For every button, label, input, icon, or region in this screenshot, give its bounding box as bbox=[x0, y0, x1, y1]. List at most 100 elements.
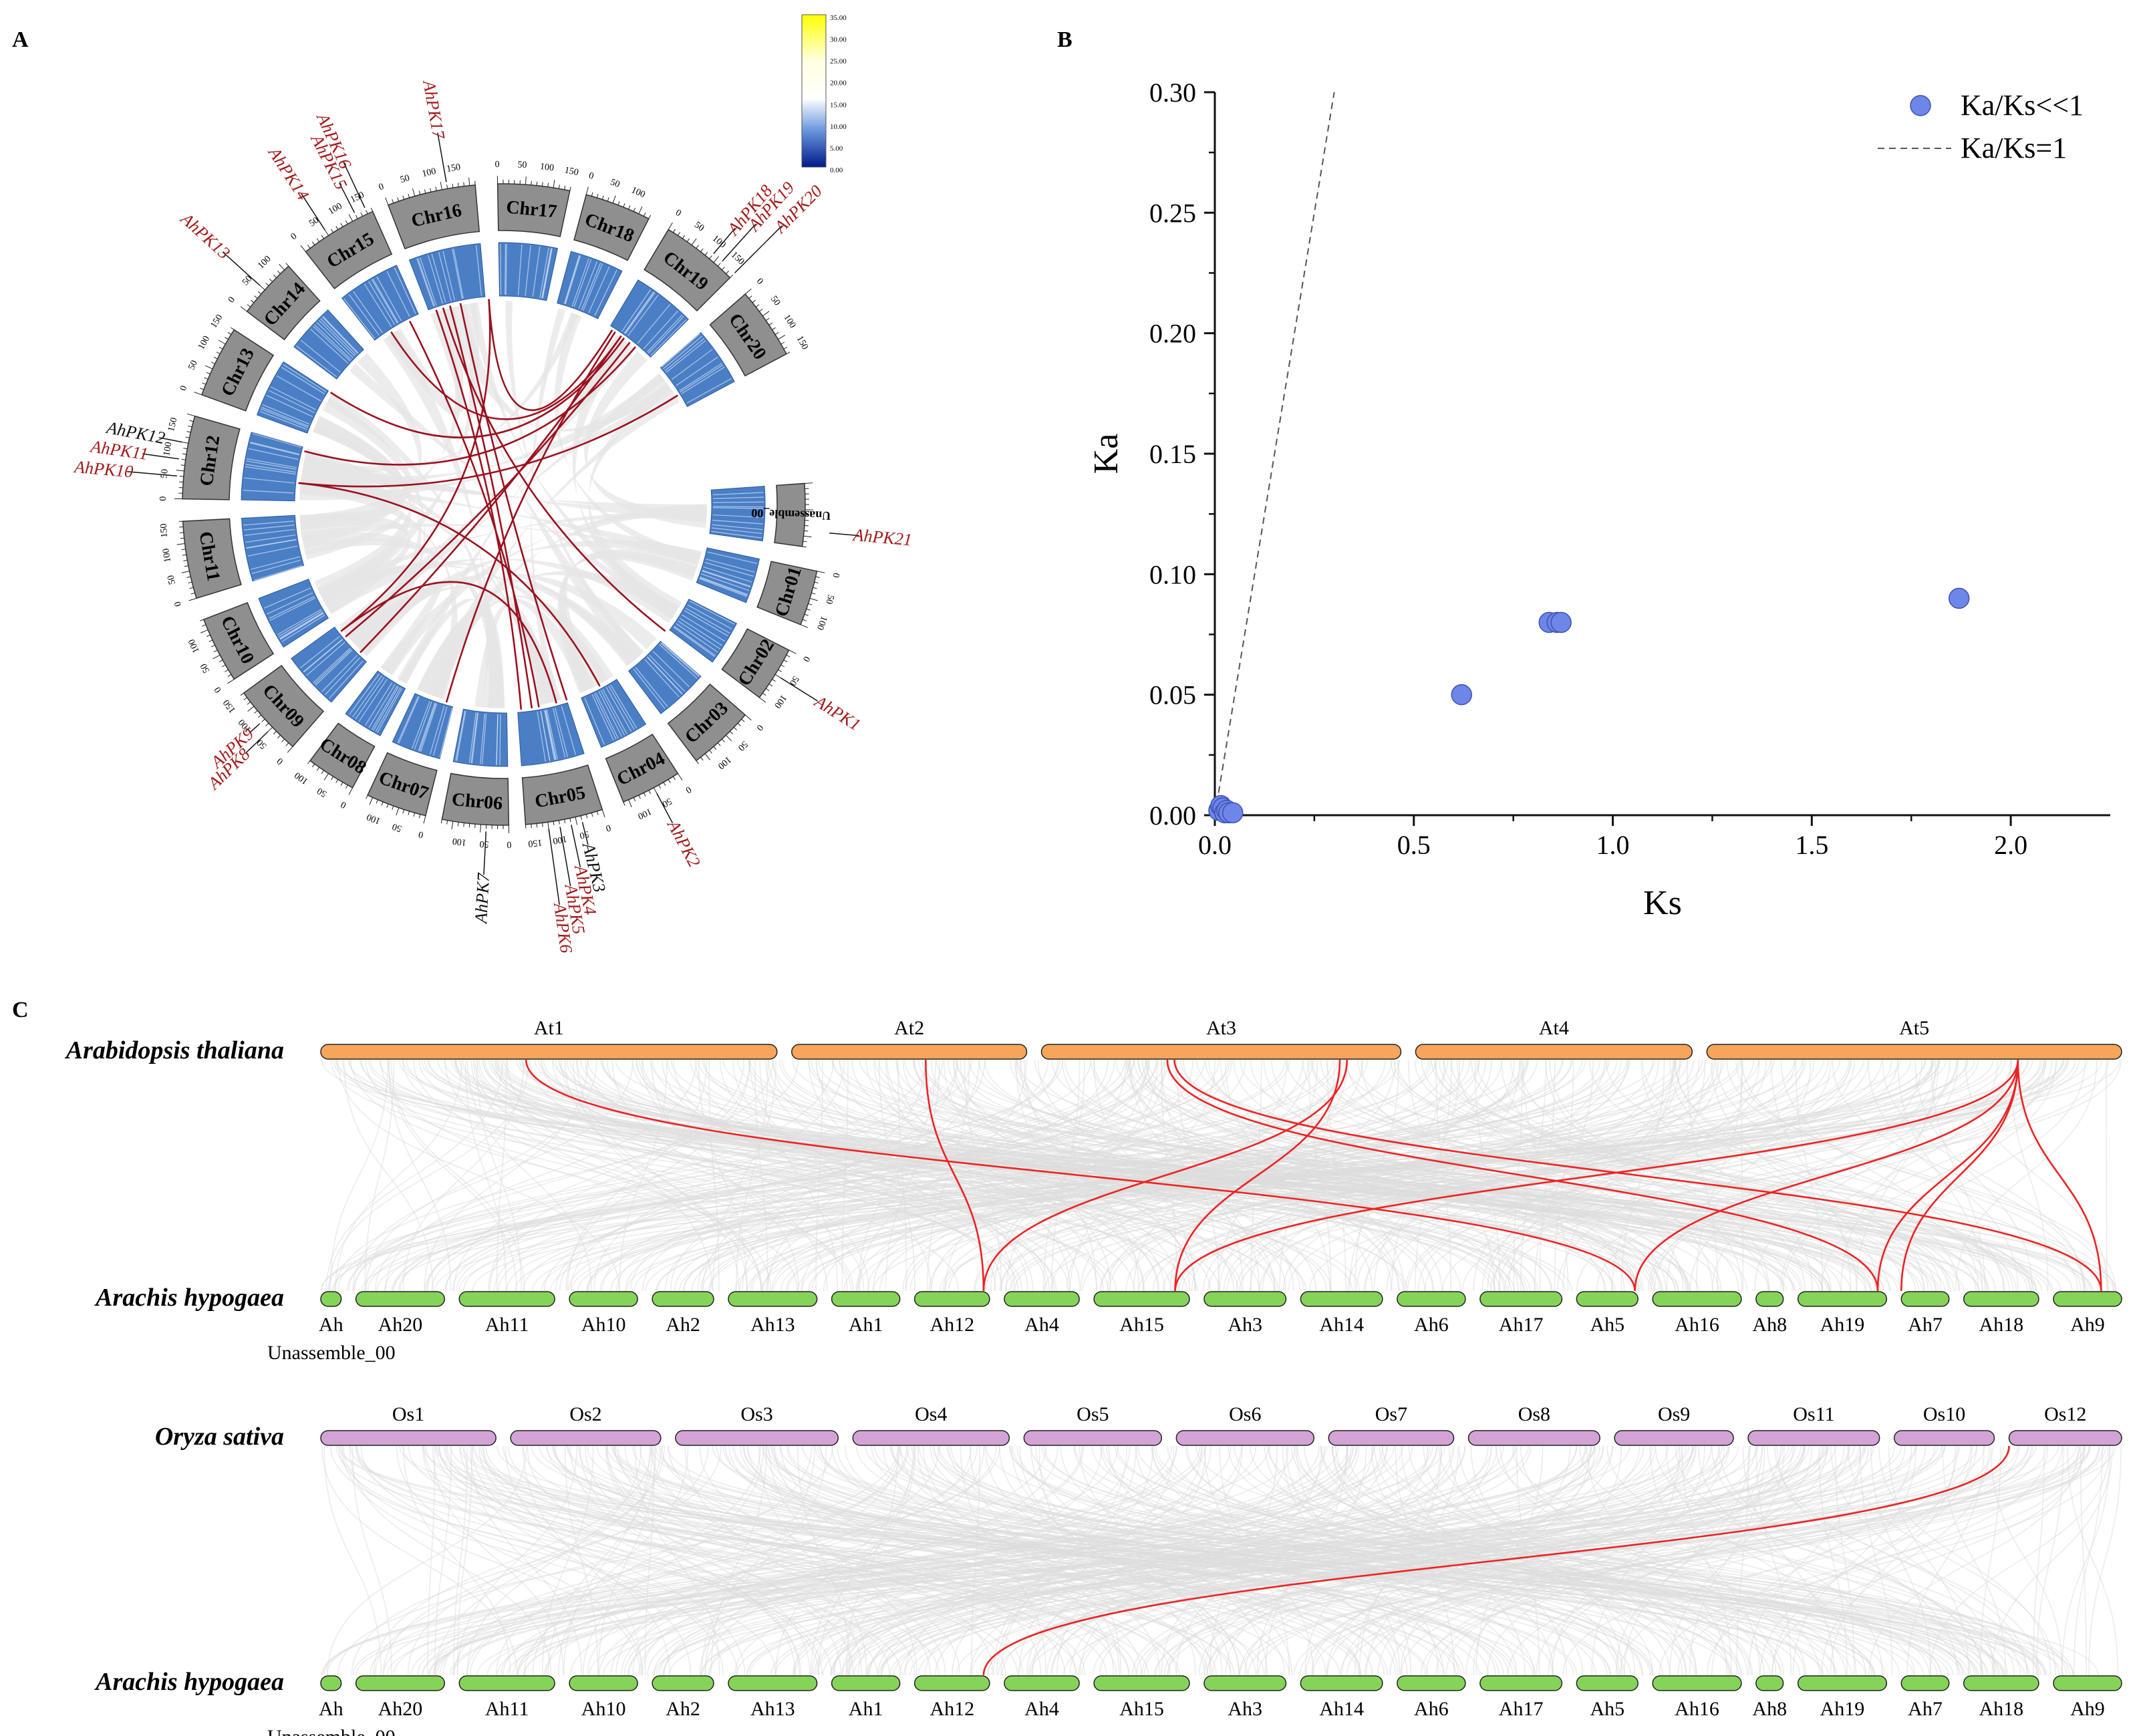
panel-label-c: C bbox=[12, 998, 29, 1022]
density-stripe bbox=[546, 709, 558, 760]
gene-leader-line bbox=[713, 227, 736, 255]
synteny-bg-link bbox=[1423, 1445, 1687, 1676]
synteny-bg-link bbox=[1470, 1059, 1904, 1292]
chrom-bar-ah19 bbox=[1797, 1291, 1888, 1307]
chrom-tick-label: 50 bbox=[517, 160, 527, 170]
density-stripe bbox=[702, 570, 751, 587]
chrom-label-ah16: Ah16 bbox=[1675, 1698, 1719, 1720]
chrom-tick bbox=[360, 212, 364, 216]
chrom-tick-label: 0 bbox=[801, 654, 812, 663]
chrom-tick bbox=[335, 779, 339, 783]
chrom-tick bbox=[601, 195, 604, 200]
chrom-tick bbox=[668, 223, 673, 230]
chrom-tick-label: 0 bbox=[494, 160, 499, 170]
chrom-tick bbox=[440, 181, 442, 190]
chrom-label-ah12: Ah12 bbox=[930, 1698, 974, 1720]
density-stripe bbox=[245, 464, 296, 473]
y-tick-label: 0.30 bbox=[1149, 78, 1196, 108]
synteny-bg-link bbox=[495, 1445, 813, 1676]
chrom-tick bbox=[355, 214, 358, 219]
chrom-tick bbox=[752, 299, 756, 303]
chrom-box-chr02 bbox=[721, 628, 790, 698]
synteny-bg-link bbox=[1296, 1445, 1412, 1676]
synteny-bg-link bbox=[1647, 1059, 2013, 1292]
chrom-tick bbox=[686, 238, 690, 243]
synteny-bg-link bbox=[617, 1445, 946, 1676]
synteny-bg-link bbox=[1782, 1059, 2046, 1292]
chrom-tick bbox=[227, 679, 235, 684]
chrom-bar-ah7 bbox=[1900, 1675, 1950, 1691]
synteny-bg-link bbox=[569, 1059, 1823, 1292]
density-stripe bbox=[244, 529, 295, 536]
gene-label-ahpk1: AhPK1 bbox=[810, 691, 864, 734]
chrom-tick bbox=[591, 192, 593, 196]
synteny-bg-link bbox=[1391, 1059, 1460, 1292]
synteny-bg-link bbox=[380, 1059, 762, 1292]
chrom-tick bbox=[307, 760, 311, 764]
synteny-bg-link bbox=[422, 1445, 2005, 1676]
chrom-tick bbox=[200, 619, 204, 621]
synteny-bg-link bbox=[434, 1445, 452, 1676]
density-stripe bbox=[281, 614, 325, 642]
density-stripe bbox=[250, 442, 300, 455]
synteny-bg-link bbox=[1090, 1059, 1642, 1292]
scatter-point bbox=[1550, 611, 1572, 633]
chrom-tick-label: 0 bbox=[754, 722, 765, 732]
gene-leader-line bbox=[722, 223, 756, 262]
synteny-bg-link bbox=[322, 1445, 1679, 1676]
chrom-label-ah15: Ah15 bbox=[1119, 1314, 1164, 1336]
synteny-bg-link bbox=[431, 1059, 1158, 1292]
synteny-bg-link bbox=[436, 1445, 1404, 1676]
chrom-tick bbox=[386, 803, 389, 808]
chrom-tick bbox=[321, 770, 325, 774]
synteny-bg-link bbox=[1264, 1445, 1584, 1676]
chrom-tick-label: 50 bbox=[768, 294, 782, 307]
chrom-box-chr12 bbox=[182, 415, 241, 500]
chrom-bar-ah9 bbox=[2053, 1675, 2122, 1691]
synteny-bg-link bbox=[488, 1059, 751, 1292]
chrom-label-os2: Os2 bbox=[569, 1403, 601, 1425]
density-stripe bbox=[453, 249, 464, 299]
gene-leader-line bbox=[734, 225, 782, 274]
synteny-bg-link bbox=[650, 1445, 960, 1676]
chrom-tick bbox=[813, 587, 817, 589]
density-track-chr20 bbox=[660, 332, 735, 408]
chrom-tick bbox=[212, 654, 221, 660]
density-stripe bbox=[505, 244, 507, 295]
density-stripe bbox=[325, 657, 360, 696]
scatter-point bbox=[1222, 802, 1244, 824]
synteny-bg-link bbox=[767, 1059, 980, 1292]
chrom-tick bbox=[542, 823, 543, 827]
synteny-bg-link bbox=[768, 1059, 1145, 1292]
synteny-bg-link bbox=[1689, 1059, 1922, 1292]
collinear-ribbon bbox=[301, 458, 707, 513]
synteny-bg-link bbox=[486, 1445, 1855, 1676]
synteny-bg-link bbox=[823, 1059, 1386, 1292]
chrom-tick bbox=[696, 245, 699, 249]
chrom-tick bbox=[185, 436, 190, 438]
chrom-tick-label: 0 bbox=[587, 171, 595, 182]
x-tick-label: 1.0 bbox=[1596, 830, 1630, 860]
synteny-bg-link bbox=[615, 1445, 940, 1676]
synteny-bg-link bbox=[1312, 1445, 2005, 1676]
chrom-tick bbox=[265, 283, 269, 287]
chrom-label-ah5: Ah5 bbox=[1590, 1314, 1624, 1336]
synteny-bg-link bbox=[1234, 1445, 1930, 1676]
chrom-tick-label: 50 bbox=[198, 662, 212, 674]
chrom-bar-ah8 bbox=[1755, 1675, 1784, 1691]
chrom-tick-label: 150 bbox=[795, 334, 810, 351]
density-stripe bbox=[637, 304, 671, 344]
density-stripe bbox=[647, 315, 683, 353]
synteny-bg-link bbox=[2033, 1445, 2045, 1676]
chrom-box-chr01 bbox=[756, 561, 818, 625]
chrom-tick bbox=[648, 214, 652, 219]
gene-leader-line bbox=[142, 453, 179, 460]
density-stripe bbox=[364, 283, 392, 327]
synteny-bg-link bbox=[490, 1059, 1616, 1292]
density-stripe bbox=[432, 706, 448, 756]
collinear-ribbon bbox=[313, 416, 410, 591]
synteny-bg-link bbox=[1675, 1059, 1924, 1292]
synteny-bg-link bbox=[482, 1445, 916, 1676]
synteny-bg-link bbox=[394, 1059, 1231, 1292]
density-stripe bbox=[712, 524, 763, 531]
